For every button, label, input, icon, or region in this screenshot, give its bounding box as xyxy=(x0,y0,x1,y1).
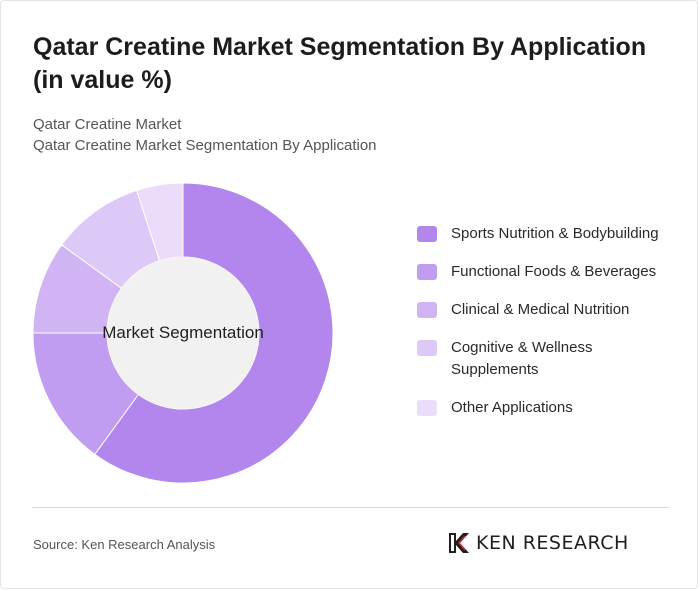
legend-swatch xyxy=(417,340,437,356)
ken-research-logo: KEN RESEARCH xyxy=(448,531,629,555)
legend-swatch xyxy=(417,302,437,318)
legend-item: Sports Nutrition & Bodybuilding xyxy=(417,223,677,245)
chart-subtitle: Qatar Creatine Market Qatar Creatine Mar… xyxy=(33,114,377,156)
legend-label: Cognitive & Wellness Supplements xyxy=(451,339,593,378)
subtitle-market: Qatar Creatine Market xyxy=(33,116,182,133)
legend-label: Clinical & Medical Nutrition xyxy=(451,301,630,318)
donut-hole xyxy=(107,257,259,409)
ken-research-logo-icon xyxy=(449,533,469,553)
legend-label: Other Applications xyxy=(451,399,573,416)
legend-label: Functional Foods & Beverages xyxy=(451,263,657,280)
legend-item: Other Applications xyxy=(417,397,677,419)
donut-slice xyxy=(94,182,334,484)
legend-swatch xyxy=(417,264,437,280)
chart-title: Qatar Creatine Market Segmentation By Ap… xyxy=(33,33,647,94)
source-note: Source: Ken Research Analysis xyxy=(33,537,216,552)
ken-research-logo-text: KEN RESEARCH xyxy=(476,532,629,554)
footer-divider xyxy=(33,507,669,508)
subtitle-segmentation: Qatar Creatine Market Segmentation By Ap… xyxy=(33,137,377,154)
legend-label: Sports Nutrition & Bodybuilding xyxy=(451,225,659,242)
legend-item: Functional Foods & Beverages xyxy=(417,261,677,283)
legend-swatch xyxy=(417,226,437,242)
legend-swatch xyxy=(417,400,437,416)
chart-legend: Sports Nutrition & Bodybuilding Functiona… xyxy=(417,223,677,435)
donut-chart: Market Segmentation xyxy=(31,181,335,485)
legend-item: Clinical & Medical Nutrition xyxy=(417,299,677,321)
legend-item: Cognitive & Wellness Supplements xyxy=(417,337,677,381)
donut-svg xyxy=(32,182,334,484)
